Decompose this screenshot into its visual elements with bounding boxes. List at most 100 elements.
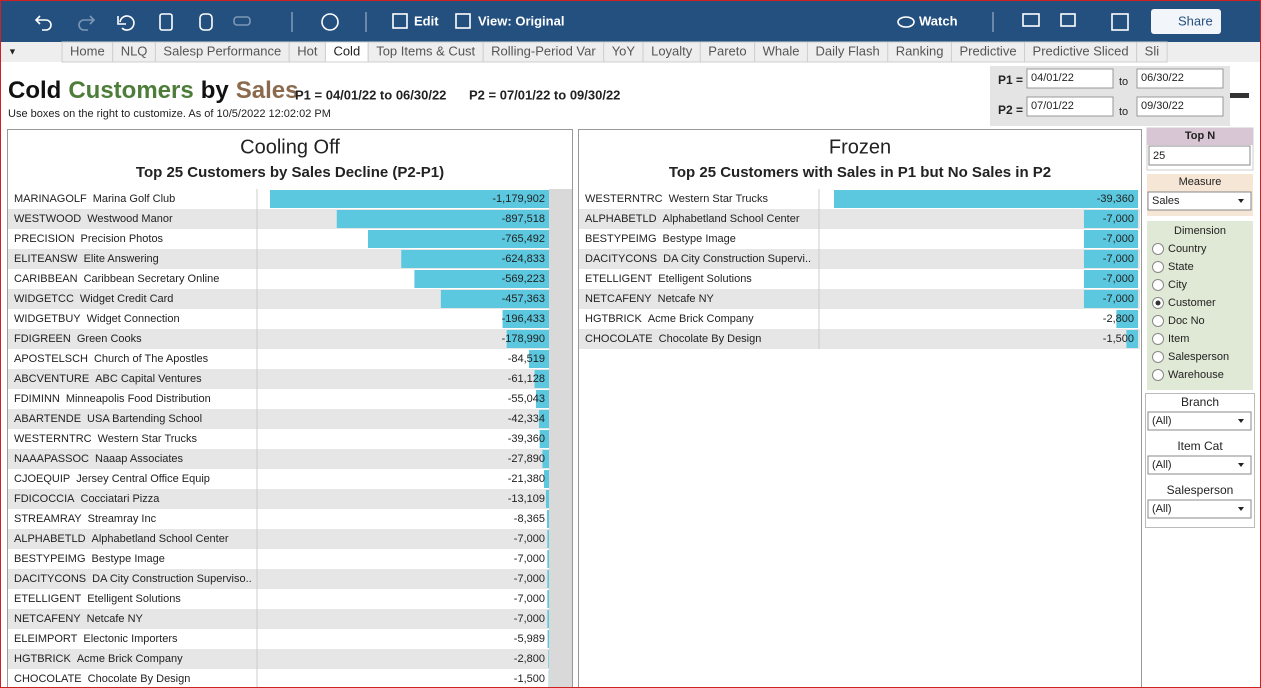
tab[interactable]: Home — [70, 43, 105, 58]
watch-button[interactable]: Watch — [919, 13, 958, 28]
radio[interactable] — [1152, 369, 1164, 381]
value-label: -1,500 — [1103, 333, 1134, 345]
dimension-option[interactable]: Country — [1168, 243, 1207, 255]
value-label: -5,989 — [514, 633, 545, 645]
comment-icon[interactable] — [1022, 13, 1040, 27]
dimension-option[interactable]: Doc No — [1168, 315, 1205, 327]
tab[interactable]: Top Items & Cust — [376, 43, 475, 58]
edit-button[interactable]: Edit — [414, 13, 439, 28]
metrics-icon[interactable] — [321, 13, 339, 31]
radio[interactable] — [1152, 333, 1164, 345]
bar — [1083, 270, 1138, 288]
tab[interactable]: Hot — [297, 43, 318, 58]
radio-dot[interactable] — [1155, 300, 1161, 306]
filter-value[interactable]: (All) — [1152, 503, 1172, 515]
filter-select[interactable] — [1147, 411, 1252, 431]
share-button-bg[interactable] — [1151, 9, 1221, 34]
p2-to-input[interactable] — [1136, 96, 1224, 117]
filter-value[interactable]: (All) — [1152, 459, 1172, 471]
edit-icon[interactable] — [392, 13, 408, 29]
radio[interactable] — [1152, 279, 1164, 291]
filter-select[interactable] — [1147, 499, 1252, 519]
tab[interactable]: Cold — [333, 43, 360, 58]
customer-name: DA City Construction Supervi.. — [663, 253, 811, 265]
top-n-input[interactable] — [1148, 145, 1251, 166]
scrollbar[interactable] — [549, 189, 572, 688]
view-icon[interactable] — [455, 13, 471, 29]
bar — [547, 610, 549, 628]
tab[interactable]: Ranking — [896, 43, 944, 58]
p1-to-input[interactable] — [1136, 68, 1224, 89]
tab-bg[interactable] — [1136, 41, 1168, 63]
tab[interactable]: Rolling-Period Var — [491, 43, 596, 58]
view-button[interactable]: View: Original — [478, 13, 564, 28]
p2-to[interactable]: 09/30/22 — [1141, 100, 1184, 112]
tab[interactable]: Salesp Performance — [163, 43, 281, 58]
radio[interactable] — [1152, 261, 1164, 273]
dimension-option[interactable]: Salesperson — [1168, 351, 1229, 363]
value-label: -2,800 — [514, 653, 545, 665]
dimension-option[interactable]: City — [1168, 279, 1187, 291]
tab-scroll-left[interactable]: ▼ — [8, 46, 17, 56]
row-bg — [8, 549, 549, 569]
toolbar-icons — [34, 12, 1129, 32]
value-label: -42,334 — [508, 413, 545, 425]
radio[interactable] — [1152, 315, 1164, 327]
dimension-option[interactable]: Warehouse — [1168, 369, 1224, 381]
row-bg — [8, 409, 549, 429]
p1-to[interactable]: 06/30/22 — [1141, 72, 1184, 84]
refresh-icon[interactable] — [159, 13, 173, 31]
tab[interactable]: Predictive — [959, 43, 1016, 58]
dimension-option[interactable]: State — [1168, 261, 1194, 273]
row-bg — [8, 509, 549, 529]
bar — [440, 290, 549, 308]
top-n-value[interactable]: 25 — [1153, 150, 1165, 162]
bar — [547, 570, 549, 588]
customer-name: USA Bartending School — [87, 413, 202, 425]
watch-icon[interactable] — [897, 16, 915, 28]
bar — [1083, 230, 1138, 248]
radio[interactable] — [1152, 351, 1164, 363]
row-label: ETELLIGENT Etelligent Solutions — [585, 273, 752, 285]
row-label: PRECISION Precision Photos — [14, 233, 164, 245]
tab[interactable]: Sli — [1145, 43, 1160, 58]
tab[interactable]: NLQ — [121, 43, 148, 58]
row-label: ABCVENTURE ABC Capital Ventures — [14, 373, 202, 385]
revert-icon[interactable] — [117, 15, 135, 31]
measure-value[interactable]: Sales — [1152, 195, 1180, 207]
customer-name: Minneapolis Food Distribution — [66, 393, 211, 405]
p2-from[interactable]: 07/01/22 — [1031, 100, 1074, 112]
bar — [367, 230, 549, 248]
tab[interactable]: Whale — [763, 43, 800, 58]
tab[interactable]: Loyalty — [651, 43, 693, 58]
row-label: CHOCOLATE Chocolate By Design — [14, 673, 190, 685]
pause-icon[interactable] — [199, 13, 213, 31]
undo-icon[interactable] — [34, 15, 52, 31]
fullscreen-icon[interactable] — [1111, 13, 1129, 31]
customer-name: Westwood Manor — [87, 213, 173, 225]
radio[interactable] — [1152, 243, 1164, 255]
title-word: Cold — [8, 77, 61, 104]
share-button[interactable]: Share — [1178, 13, 1213, 28]
filter-select[interactable] — [1147, 455, 1252, 475]
row-label: FDIMINN Minneapolis Food Distribution — [14, 393, 211, 405]
customer-code: HGTBRICK — [14, 653, 72, 665]
customer-code: ALPHABETLD — [585, 213, 657, 225]
customer-code: WESTWOOD — [14, 213, 81, 225]
tab[interactable]: Pareto — [708, 43, 746, 58]
filter-value[interactable]: (All) — [1152, 415, 1172, 427]
dimension-option[interactable]: Customer — [1168, 297, 1216, 309]
p1-from[interactable]: 04/01/22 — [1031, 72, 1074, 84]
p2-from-input[interactable] — [1026, 96, 1114, 117]
p1-from-input[interactable] — [1026, 68, 1114, 89]
row-bg — [579, 249, 1140, 269]
download-icon[interactable] — [1060, 13, 1076, 27]
marker — [1230, 93, 1249, 98]
tab[interactable]: Predictive Sliced — [1033, 43, 1129, 58]
tab[interactable]: YoY — [612, 43, 636, 58]
tab[interactable]: Daily Flash — [815, 43, 879, 58]
measure-select[interactable] — [1147, 191, 1252, 211]
dimension-box — [1147, 221, 1253, 390]
dimension-option[interactable]: Item — [1168, 333, 1189, 345]
value-label: -13,109 — [508, 493, 545, 505]
